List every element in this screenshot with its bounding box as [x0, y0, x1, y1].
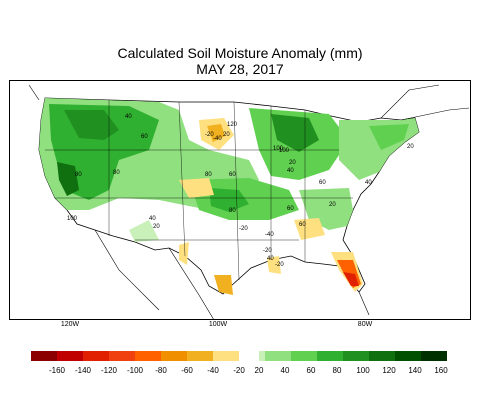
legend-swatch — [421, 351, 447, 361]
legend-label: -100 — [127, 366, 144, 375]
legend-label: -20 — [233, 366, 245, 375]
legend-label: -120 — [101, 366, 118, 375]
legend-label: 160 — [434, 366, 448, 375]
svg-text:100: 100 — [279, 148, 290, 154]
svg-text:60: 60 — [319, 180, 326, 186]
color-legend: -160 -140 -120 -100 -80 -60 -40 -20 20 40 60 80 100 1… — [31, 351, 448, 375]
legend-label: -140 — [75, 366, 92, 375]
lon-label-100w: 100W — [208, 321, 228, 328]
legend-label: -80 — [155, 366, 167, 375]
svg-text:40: 40 — [287, 168, 294, 174]
svg-text:20: 20 — [289, 160, 296, 166]
legend-swatch — [213, 351, 239, 361]
svg-text:120: 120 — [227, 122, 238, 128]
legend-label: 60 — [307, 366, 316, 375]
legend-label: 120 — [382, 366, 396, 375]
svg-text:100: 100 — [273, 146, 284, 152]
legend-label: -160 — [49, 366, 66, 375]
soil-moisture-map: 40 60 80 100 120 20 -20 -40 100 60 80 20… — [9, 80, 471, 320]
svg-text:20: 20 — [407, 144, 414, 150]
svg-text:-20: -20 — [263, 248, 272, 254]
legend-swatch — [265, 351, 291, 361]
svg-text:20: 20 — [329, 202, 336, 208]
lon-label-80w: 80W — [357, 321, 373, 328]
svg-text:40: 40 — [267, 256, 274, 262]
neighbor-borders — [28, 84, 470, 320]
legend-label: 140 — [408, 366, 422, 375]
map-title: Calculated Soil Moisture Anomaly (mm) — [117, 45, 363, 61]
svg-text:80: 80 — [229, 208, 236, 214]
svg-text:80: 80 — [205, 172, 212, 178]
svg-text:20: 20 — [223, 132, 230, 138]
svg-text:40: 40 — [365, 180, 372, 186]
legend-label: -40 — [207, 366, 219, 375]
svg-text:-20: -20 — [205, 132, 214, 138]
svg-text:-20: -20 — [239, 226, 248, 232]
svg-text:60: 60 — [141, 134, 148, 140]
svg-text:80: 80 — [113, 170, 120, 176]
legend-swatch — [369, 351, 395, 361]
svg-text:80: 80 — [75, 172, 82, 178]
svg-text:60: 60 — [299, 222, 306, 228]
svg-text:60: 60 — [229, 172, 236, 178]
legend-swatch — [31, 351, 57, 361]
state-boundaries — [45, 100, 353, 281]
legend-label: -60 — [181, 366, 193, 375]
legend-swatch — [57, 351, 83, 361]
contour-labels: 40 60 80 100 120 20 -20 -40 100 60 80 20… — [67, 114, 414, 268]
svg-text:20: 20 — [153, 224, 160, 230]
legend-swatch — [395, 351, 421, 361]
legend-swatch — [83, 351, 109, 361]
legend-swatch — [317, 351, 343, 361]
map-date: MAY 28, 2017 — [196, 61, 284, 77]
legend-label: 100 — [356, 366, 370, 375]
legend-swatch — [161, 351, 187, 361]
svg-text:60: 60 — [287, 206, 294, 212]
legend-label: 40 — [281, 366, 290, 375]
legend-swatch — [109, 351, 135, 361]
svg-text:40: 40 — [149, 216, 156, 222]
svg-text:-20: -20 — [275, 262, 284, 268]
legend-swatch — [291, 351, 317, 361]
legend-label: 80 — [333, 366, 342, 375]
legend-swatch — [187, 351, 213, 361]
legend-swatch — [343, 351, 369, 361]
svg-text:-40: -40 — [265, 232, 274, 238]
negative-anomaly-zones — [179, 118, 363, 295]
legend-label: 20 — [255, 366, 264, 375]
svg-text:100: 100 — [67, 216, 78, 222]
legend-swatch — [135, 351, 161, 361]
lon-label-120w: 120W — [60, 321, 80, 328]
svg-text:40: 40 — [125, 114, 132, 120]
svg-text:-40: -40 — [213, 136, 222, 142]
